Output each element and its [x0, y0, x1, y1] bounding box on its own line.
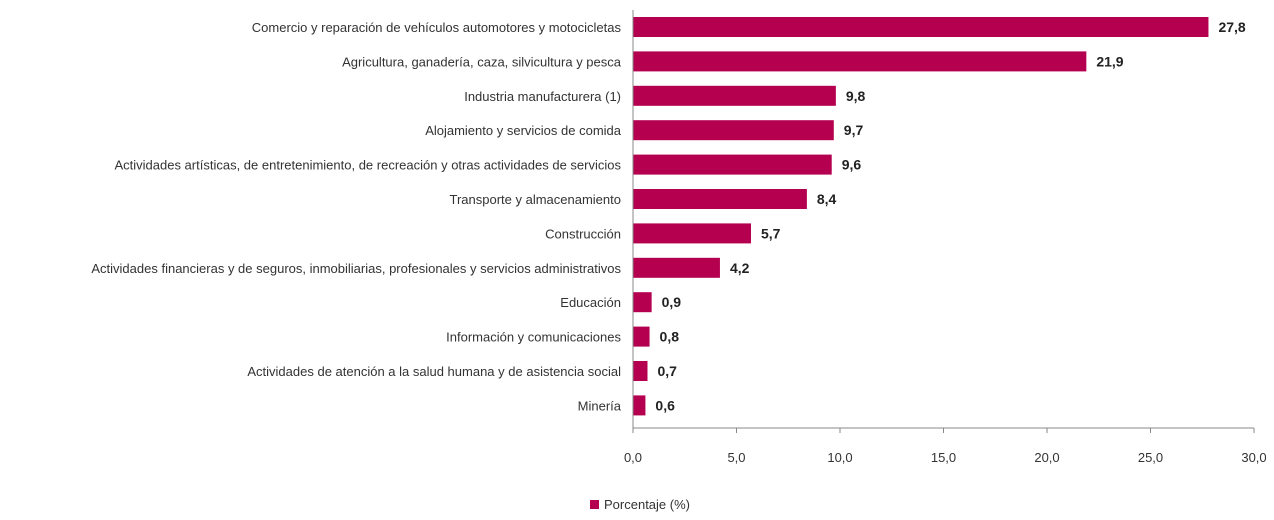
- bar-row: Información y comunicaciones 0,8: [446, 326, 680, 347]
- bar: [633, 395, 646, 416]
- category-label: Transporte y almacenamiento: [450, 192, 622, 207]
- data-label: 8,4: [817, 191, 837, 207]
- bar: [633, 17, 1209, 37]
- x-axis: 0,0 5,0 10,0 15,0 20,0 25,0 30,0: [624, 10, 1267, 465]
- category-label: Actividades artísticas, de entretenimien…: [114, 158, 621, 173]
- data-label: 27,8: [1218, 19, 1245, 35]
- data-label: 4,2: [730, 260, 750, 276]
- category-label: Educación: [560, 295, 621, 310]
- data-label: 9,8: [846, 88, 866, 104]
- legend: Porcentaje (%): [590, 497, 690, 512]
- x-tick-label: 5,0: [727, 450, 745, 465]
- x-tick-label: 30,0: [1241, 450, 1266, 465]
- bar: [633, 326, 650, 347]
- data-label: 0,9: [662, 294, 682, 310]
- category-label: Actividades de atención a la salud human…: [247, 364, 621, 379]
- bar-row: Actividades de atención a la salud human…: [247, 361, 677, 381]
- legend-label: Porcentaje (%): [604, 497, 690, 512]
- bar: [633, 223, 751, 244]
- bar-row: Alojamiento y servicios de comida 9,7: [425, 120, 864, 141]
- x-tick-label: 15,0: [931, 450, 956, 465]
- category-label: Actividades financieras y de seguros, in…: [91, 261, 621, 276]
- category-label: Alojamiento y servicios de comida: [425, 123, 622, 138]
- data-label: 0,6: [655, 397, 675, 413]
- bar-row: Actividades artísticas, de entretenimien…: [114, 154, 862, 175]
- bar: [633, 51, 1087, 72]
- bar: [633, 120, 834, 141]
- bar: [633, 257, 720, 278]
- bar-row: Minería 0,6: [578, 395, 675, 416]
- category-label: Construcción: [545, 226, 621, 241]
- data-label: 9,7: [844, 122, 864, 138]
- category-label: Industria manufacturera (1): [464, 89, 621, 104]
- bars-layer: Comercio y reparación de vehículos autom…: [91, 17, 1246, 416]
- bar: [633, 361, 648, 381]
- bar: [633, 189, 807, 209]
- bar: [633, 292, 652, 313]
- bar-row: Actividades financieras y de seguros, in…: [91, 257, 750, 278]
- bar-row: Construcción 5,7: [545, 223, 781, 244]
- bar: [633, 85, 836, 106]
- data-label: 5,7: [761, 225, 781, 241]
- category-label: Minería: [578, 398, 622, 413]
- data-label: 21,9: [1096, 53, 1123, 69]
- category-label: Información y comunicaciones: [446, 330, 621, 345]
- x-tick-label: 25,0: [1138, 450, 1163, 465]
- category-label: Comercio y reparación de vehículos autom…: [252, 20, 622, 35]
- bar-row: Agricultura, ganadería, caza, silvicultu…: [342, 51, 1124, 72]
- x-tick-label: 0,0: [624, 450, 642, 465]
- bar-row: Educación 0,9: [560, 292, 682, 313]
- bar-row: Comercio y reparación de vehículos autom…: [252, 17, 1246, 37]
- data-label: 9,6: [842, 157, 862, 173]
- data-label: 0,7: [657, 363, 677, 379]
- x-tick-label: 20,0: [1034, 450, 1059, 465]
- data-label: 0,8: [660, 329, 680, 345]
- bar-row: Transporte y almacenamiento 8,4: [450, 189, 837, 209]
- x-tick-label: 10,0: [827, 450, 852, 465]
- bar-row: Industria manufacturera (1) 9,8: [464, 85, 866, 106]
- category-label: Agricultura, ganadería, caza, silvicultu…: [342, 54, 622, 69]
- legend-swatch: [590, 500, 599, 509]
- bar: [633, 154, 832, 175]
